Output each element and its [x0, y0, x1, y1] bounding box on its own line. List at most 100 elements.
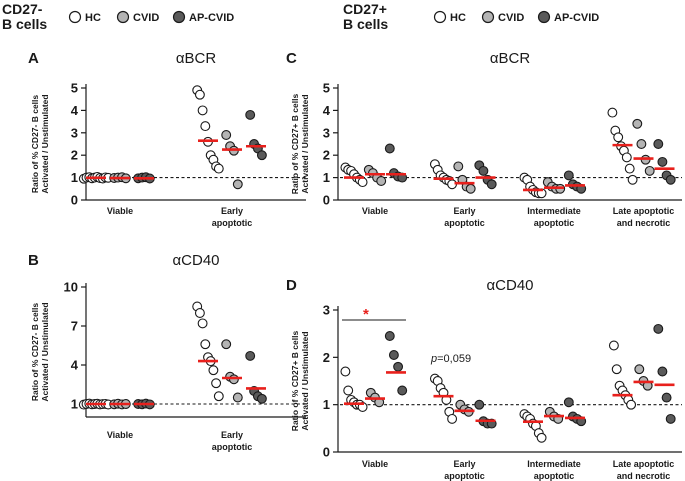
hc-point [607, 107, 618, 118]
y-axis-label: Ratio of % CD27- B cellsActivated / Unst… [30, 302, 50, 401]
x-category-label: Intermediate [527, 459, 581, 469]
y-tick-label: 2 [323, 148, 330, 163]
x-category-label: apoptotic [212, 442, 253, 452]
apcvid-point [245, 109, 256, 120]
apcvid-point [665, 174, 676, 185]
hc-point [613, 132, 624, 143]
y-tick-label: 0 [323, 445, 330, 460]
cvid-point [453, 161, 464, 172]
y-tick-label: 3 [323, 125, 330, 140]
y-tick-label: 0 [323, 193, 330, 208]
cvid-point [232, 392, 243, 403]
hc-point [194, 308, 205, 318]
p-value-annotation: p=0,059 [430, 353, 471, 365]
y-tick-label: 5 [71, 81, 78, 96]
legend-hc-marker [433, 10, 447, 24]
y-axis-label: Ratio of % CD27+ B cellsActivated / Unst… [290, 94, 310, 195]
cvid-point [644, 165, 655, 176]
x-category-label: apoptotic [444, 218, 485, 228]
legend-hc-label: HC [85, 12, 101, 24]
apcvid-point [388, 350, 399, 360]
panel-title: αBCR [490, 50, 531, 67]
y-tick-label: 2 [323, 350, 330, 365]
y-axis-label: Ratio of % CD27- B cellsActivated / Unst… [30, 94, 50, 193]
x-category-label: Viable [107, 206, 133, 216]
hc-point [536, 432, 547, 443]
hc-point [200, 121, 211, 132]
x-category-label: Viable [362, 459, 388, 469]
legend-apcvid-label: AP-CVID [554, 12, 599, 24]
y-tick-label: 1 [323, 170, 330, 185]
y-axis-label-line: Ratio of % CD27+ B cells [290, 94, 300, 195]
panel-letter: A [28, 50, 39, 67]
x-category-label: apoptotic [444, 471, 485, 481]
x-category-label: apoptotic [212, 218, 253, 228]
y-tick-label: 3 [71, 125, 78, 140]
cvid-point [465, 183, 476, 194]
x-category-label: Early [453, 459, 475, 469]
x-category-label: Early [453, 206, 475, 216]
y-tick-label: 1 [71, 397, 78, 412]
hc-point [626, 399, 637, 410]
right-header-line-2: B cells [343, 16, 388, 32]
apcvid-point [653, 139, 664, 149]
x-category-label: apoptotic [534, 218, 575, 228]
y-tick-label: 5 [323, 81, 330, 96]
left-header-line-1: CD27- [2, 1, 43, 17]
y-axis-label-line: Ratio of % CD27- B cells [30, 303, 40, 402]
hc-point [213, 391, 224, 402]
panel-d-annotations: * p=0,059 [342, 306, 471, 365]
apcvid-point [256, 150, 267, 161]
significance-star: * [363, 306, 369, 323]
legend-left: HC CVID AP-CVID [68, 10, 234, 24]
left-header-line-2: B cells [2, 16, 47, 32]
y-axis-label: Ratio of % CD27+ B cellsActivated / Unst… [290, 331, 310, 432]
apcvid-point [384, 331, 395, 341]
cvid-point [232, 179, 243, 190]
right-header: CD27+ B cells [343, 1, 388, 32]
y-tick-label: 1 [323, 397, 330, 412]
y-tick-label: 10 [64, 280, 78, 295]
cvid-point [376, 176, 387, 186]
legend-right: HC CVID AP-CVID [433, 10, 599, 24]
x-category-label: Late apoptotic [613, 459, 675, 469]
hc-point [357, 177, 368, 188]
cvid-point [636, 139, 647, 149]
y-axis-label-line: Activated / Unstimulated [40, 302, 50, 401]
cvid-point [221, 339, 232, 350]
apcvid-point [661, 392, 672, 403]
y-tick-label: 4 [71, 358, 79, 373]
left-header: CD27- B cells [2, 1, 47, 32]
x-category-label: apoptotic [534, 471, 575, 481]
hc-point [194, 89, 205, 100]
x-category-label: Intermediate [527, 206, 581, 216]
panel-title: αCD40 [486, 277, 533, 294]
apcvid-point [474, 399, 485, 410]
hc-point [611, 364, 622, 375]
y-axis-label-line: Ratio of % CD27+ B cells [290, 331, 300, 432]
hc-point [197, 318, 208, 329]
y-tick-label: 4 [323, 103, 331, 118]
apcvid-point [563, 397, 574, 408]
y-tick-label: 2 [71, 148, 78, 163]
legend-cvid-marker [116, 10, 130, 24]
hc-point [213, 163, 224, 174]
apcvid-point [657, 366, 668, 377]
panel-title: αBCR [176, 50, 217, 67]
hc-point [627, 174, 638, 185]
hc-point [608, 340, 619, 351]
legend-apcvid-marker [172, 10, 186, 24]
x-category-label: Viable [362, 206, 388, 216]
y-tick-label: 7 [71, 319, 78, 334]
panel-letter: B [28, 252, 39, 269]
hc-point [343, 385, 354, 396]
y-tick-label: 0 [71, 193, 78, 208]
apcvid-point [657, 156, 668, 167]
legend-hc-label: HC [450, 12, 466, 24]
p-value-prefix: p [430, 353, 437, 365]
apcvid-point [245, 350, 256, 361]
